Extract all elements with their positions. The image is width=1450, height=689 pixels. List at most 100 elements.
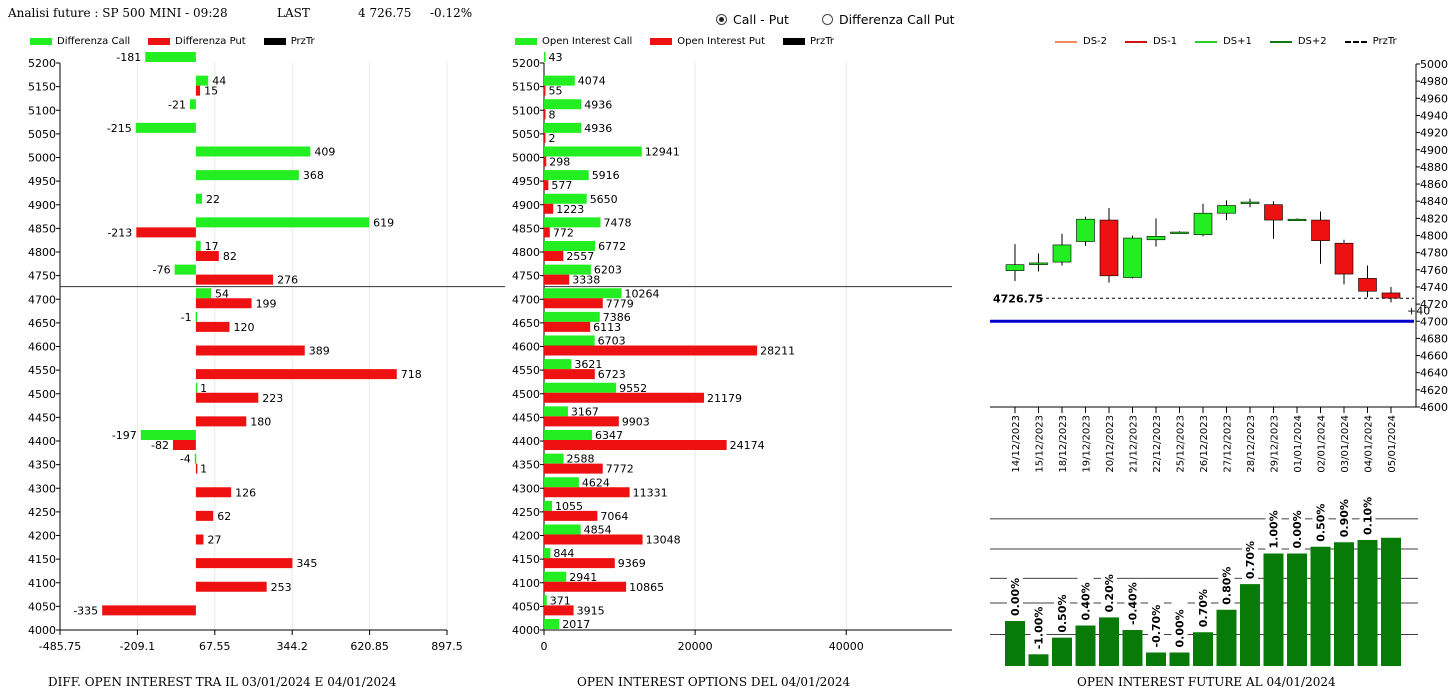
- label-bg: [1171, 602, 1188, 649]
- bar-diff-call: [195, 382, 198, 393]
- bar-oi-put: [544, 463, 603, 474]
- legend-item-przTr: PrzTr: [783, 36, 834, 47]
- bar-oi-call: [544, 122, 582, 133]
- bar-label: 276: [277, 274, 298, 287]
- radio-call-put[interactable]: Call - Put: [716, 12, 789, 27]
- y-tick-label: 4300: [512, 482, 540, 495]
- bar-label: 2: [549, 132, 556, 145]
- bar-label: 368: [303, 169, 324, 182]
- candle-up: [1005, 264, 1025, 271]
- label-bg: [1289, 503, 1305, 550]
- bar-label: 27: [207, 534, 221, 547]
- x-tick-label: 0: [541, 640, 548, 653]
- y-tick-label: 4680: [1420, 332, 1448, 345]
- bar-oi-put: [544, 440, 727, 450]
- change-percent: -0.12%: [430, 6, 473, 20]
- x-tick-label: 20000: [678, 640, 713, 653]
- bar-oi-call: [544, 288, 622, 299]
- label-bg: [1124, 580, 1141, 626]
- x-tick-label: 02/01/2024: [1317, 415, 1328, 473]
- x-tick-label: 28/12/2023: [1246, 415, 1257, 473]
- bar-oi-put: [544, 487, 630, 498]
- bar-oi-call: [544, 335, 595, 346]
- bar-diff-call: [190, 99, 196, 110]
- bar-label: 619: [373, 216, 394, 229]
- bar-future-oi: [1310, 546, 1331, 666]
- y-tick-label: 4900: [28, 199, 56, 212]
- bar-oi-put: [544, 558, 615, 569]
- bar-oi-call: [544, 241, 596, 251]
- candle-up: [1076, 218, 1095, 242]
- bar-label: 55: [549, 85, 563, 98]
- bar-label: 3621: [574, 358, 602, 371]
- x-tick-label: 20/12/2023: [1105, 415, 1116, 473]
- bar-oi-call: [544, 170, 589, 181]
- label-bg: [1101, 567, 1117, 614]
- bar-label: 0.70%: [1244, 541, 1257, 579]
- legend-label: PrzTr: [290, 36, 315, 47]
- y-tick-label: 4850: [512, 222, 540, 235]
- y-tick-label: 4700: [1420, 315, 1448, 328]
- y-tick-label: 4000: [28, 624, 56, 637]
- radio-differenza[interactable]: Differenza Call Put: [822, 12, 955, 27]
- legend-label: PrzTr: [810, 36, 834, 47]
- legend-line: [1055, 40, 1077, 43]
- y-tick-label: 5150: [512, 81, 540, 94]
- legend-line: [1269, 40, 1292, 43]
- candle-up: [1123, 237, 1142, 278]
- legend-swatch: [650, 38, 673, 45]
- bar-oi-put: [544, 274, 570, 285]
- bar-future-oi: [1357, 540, 1378, 666]
- bar-label: 54: [215, 287, 229, 300]
- bar-label: 0.80%: [1221, 567, 1234, 605]
- y-tick-label: 4620: [1420, 384, 1448, 397]
- bar-diff-call: [195, 146, 311, 157]
- x-tick-label: 22/12/2023: [1152, 415, 1163, 473]
- x-tick-label: 19/12/2023: [1082, 415, 1093, 473]
- bar-oi-put: [544, 132, 546, 143]
- bar-label: 10264: [625, 287, 660, 300]
- bar-label: 718: [401, 368, 422, 381]
- y-tick-label: 4050: [512, 600, 540, 613]
- bar-oi-put: [544, 227, 550, 238]
- bar-label: 24174: [730, 439, 765, 452]
- bar-label: -0.70%: [1150, 605, 1163, 648]
- bar-label: 3338: [572, 274, 600, 287]
- legend-label: DS+2: [1297, 36, 1327, 47]
- y-tick-label: 4900: [1420, 144, 1448, 157]
- bar-oi-put: [544, 605, 574, 616]
- bar-future-oi: [1193, 632, 1213, 666]
- bar-label: 7772: [606, 463, 634, 476]
- x-tick-label: 29/12/2023: [1270, 415, 1281, 473]
- bar-future-oi: [1075, 625, 1096, 666]
- bar-diff-call: [195, 75, 209, 86]
- y-tick-label: 4800: [28, 246, 56, 259]
- y-tick-label: 4640: [1420, 367, 1448, 380]
- bar-diff-put: [195, 416, 247, 427]
- bar-oi-call: [544, 524, 581, 535]
- bar-label: 6203: [594, 264, 622, 277]
- last-label: LAST: [277, 6, 310, 20]
- last-value: 4 726.75: [358, 6, 412, 20]
- bar-oi-call: [544, 264, 591, 275]
- y-tick-label: 4950: [512, 175, 540, 188]
- bar-diff-call: [195, 193, 203, 204]
- bar-label: 13048: [646, 534, 681, 547]
- footer-diff: DIFF. OPEN INTEREST TRA IL 03/01/2024 E …: [48, 675, 397, 689]
- side-label: +40: [1407, 304, 1430, 317]
- bar-oi-call: [544, 359, 572, 370]
- bar-label: 371: [550, 594, 571, 607]
- bar-label: 389: [309, 345, 330, 358]
- y-tick-label: 4100: [512, 577, 540, 590]
- bar-oi-call: [544, 619, 560, 629]
- legend-swatch: [263, 38, 286, 45]
- legend-label: Differenza Put: [175, 36, 246, 47]
- y-tick-label: 4850: [28, 222, 56, 235]
- candle-down: [1334, 242, 1354, 275]
- bar-diff-put: [172, 440, 196, 450]
- y-tick-label: 4600: [512, 341, 540, 354]
- bar-diff-put: [195, 321, 230, 332]
- y-tick-label: 4750: [512, 270, 540, 283]
- legend-item-przTr: PrzTr: [263, 36, 315, 47]
